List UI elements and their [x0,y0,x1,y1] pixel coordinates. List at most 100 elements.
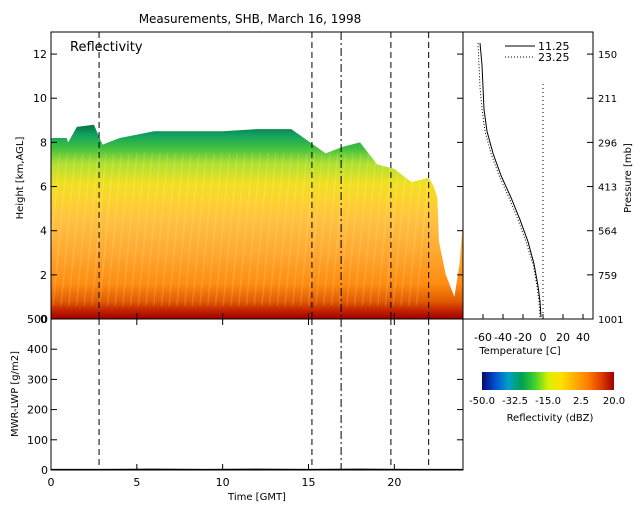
reflectivity-fall-streaks [51,153,432,306]
y-tick-label: 10 [33,92,47,105]
pressure-axis: 1001 759 564 413 296 211 150 [587,50,623,326]
time-x-label: Time [GMT] [227,492,286,503]
pressure-tick-label: 150 [598,50,617,61]
fall-streak [392,153,408,306]
fall-streak [222,153,239,306]
temperature-legend: 11.25 23.25 [505,40,570,64]
x-tick-label: 20 [387,476,401,489]
colorbar-tick-label: 2.5 [573,396,589,407]
temperature-frame [462,31,594,320]
reflectivity-panel: 0 2 4 6 8 10 12 Reflectivity Height [km,AGL] [15,31,464,326]
fall-streak [191,153,208,306]
fall-streak [207,153,223,306]
temperature-x-label: Temperature [C] [478,346,560,357]
fall-streak [83,153,99,306]
fall-streak [338,153,354,306]
temperature-lines [477,42,542,317]
x-tick-label: 5 [133,476,140,489]
colorbar-gradient [482,372,614,390]
fall-streak [361,153,378,306]
x-tick-label: 0 [540,331,547,344]
y-tick-label: 100 [27,434,48,447]
fall-streak [268,153,285,306]
reflectivity-echo-area [51,124,463,319]
fall-streak [245,153,262,306]
x-tick-label: 40 [576,331,590,344]
legend-label-1125: 11.25 [538,40,570,53]
y-tick-label: 500 [27,313,48,326]
reflectivity-panel-title: Reflectivity [70,40,143,55]
lwp-panel: 0 5 10 15 20 0 100 200 300 400 500 Time [GMT] MWR… [10,313,464,503]
x-tick-label: 15 [302,476,316,489]
y-tick-label: 12 [33,48,47,61]
lwp-y-label: MWR-LWP [g/m2] [10,351,21,437]
fall-streak [51,153,61,256]
fall-streak [253,153,269,306]
colorbar-tick-labels: -50.0 -32.5 -15.0 2.5 20.0 [469,396,625,407]
fall-streak [91,153,107,306]
fall-streak [75,153,92,306]
fall-streak [137,153,154,306]
fall-streak [284,153,300,306]
x-tick-label: -20 [514,331,532,344]
sonde-launch-lines-lwp [98,319,430,470]
fall-streak [353,153,370,306]
fall-streak [322,153,339,306]
y-tick-label: 6 [40,181,47,194]
fall-streak [384,153,401,306]
y-tick-label: 0 [40,313,47,326]
y-tick-label: 2 [40,269,47,282]
fall-streak [68,153,84,306]
fall-streak [346,153,362,306]
fall-streak [199,153,215,306]
fall-streak [160,153,177,306]
fall-streak [330,153,347,306]
pressure-y-label: Pressure [mb] [623,143,634,213]
fall-streak [168,153,184,306]
reflectivity-colorbar: -50.0 -32.5 -15.0 2.5 20.0 Reflectivity (dBZ… [469,372,625,424]
x-tick-label: 0 [48,476,55,489]
pressure-tick-label: 211 [598,94,617,105]
colorbar-tick-label: -50.0 [469,396,495,407]
pressure-tick-label: 1001 [598,315,623,326]
x-tick-label: 20 [556,331,570,344]
pressure-tick-label: 413 [598,183,617,194]
y-tick-label: 4 [40,225,47,238]
temperature-line-1125 [479,42,542,317]
pressure-tick-label: 759 [598,271,617,282]
fall-streak [152,153,169,306]
fall-streak [214,153,231,306]
pressure-tick-label: 296 [598,138,617,149]
figure-title: Measurements, SHB, March 16, 1998 [139,12,362,26]
fall-streak [145,153,161,306]
colorbar-tick-label: 20.0 [603,396,625,407]
x-tick-label: 10 [216,476,230,489]
colorbar-tick-label: -32.5 [502,396,528,407]
temperature-line-2325 [477,42,541,317]
y-tick-label: 200 [27,404,48,417]
y-tick-label: 400 [27,343,48,356]
fall-streak [299,153,316,306]
colorbar-tick-label: -15.0 [535,396,561,407]
x-tick-label: -60 [474,331,492,344]
y-tick-label: 0 [41,464,48,477]
fall-streak [315,153,331,306]
fall-streak [261,153,277,306]
fall-streak [183,153,200,306]
fall-streak [276,153,293,306]
fall-streak [415,153,432,306]
reflectivity-y-label: Height [km,AGL] [15,137,26,220]
lwp-frame [50,318,464,471]
fall-streak [60,153,76,306]
y-tick-label: 8 [40,136,47,149]
time-axis: 0 5 10 15 20 [48,313,401,489]
fall-streak [369,153,385,306]
y-tick-label: 300 [27,373,48,386]
sonde-launch-lines-radar [98,32,430,319]
fall-streak [400,153,416,306]
pressure-tick-label: 564 [598,227,617,238]
fall-streak [377,153,393,306]
temperature-x-axis: -60 -40 -20 0 20 40 [474,314,590,344]
fall-streak [114,153,130,306]
